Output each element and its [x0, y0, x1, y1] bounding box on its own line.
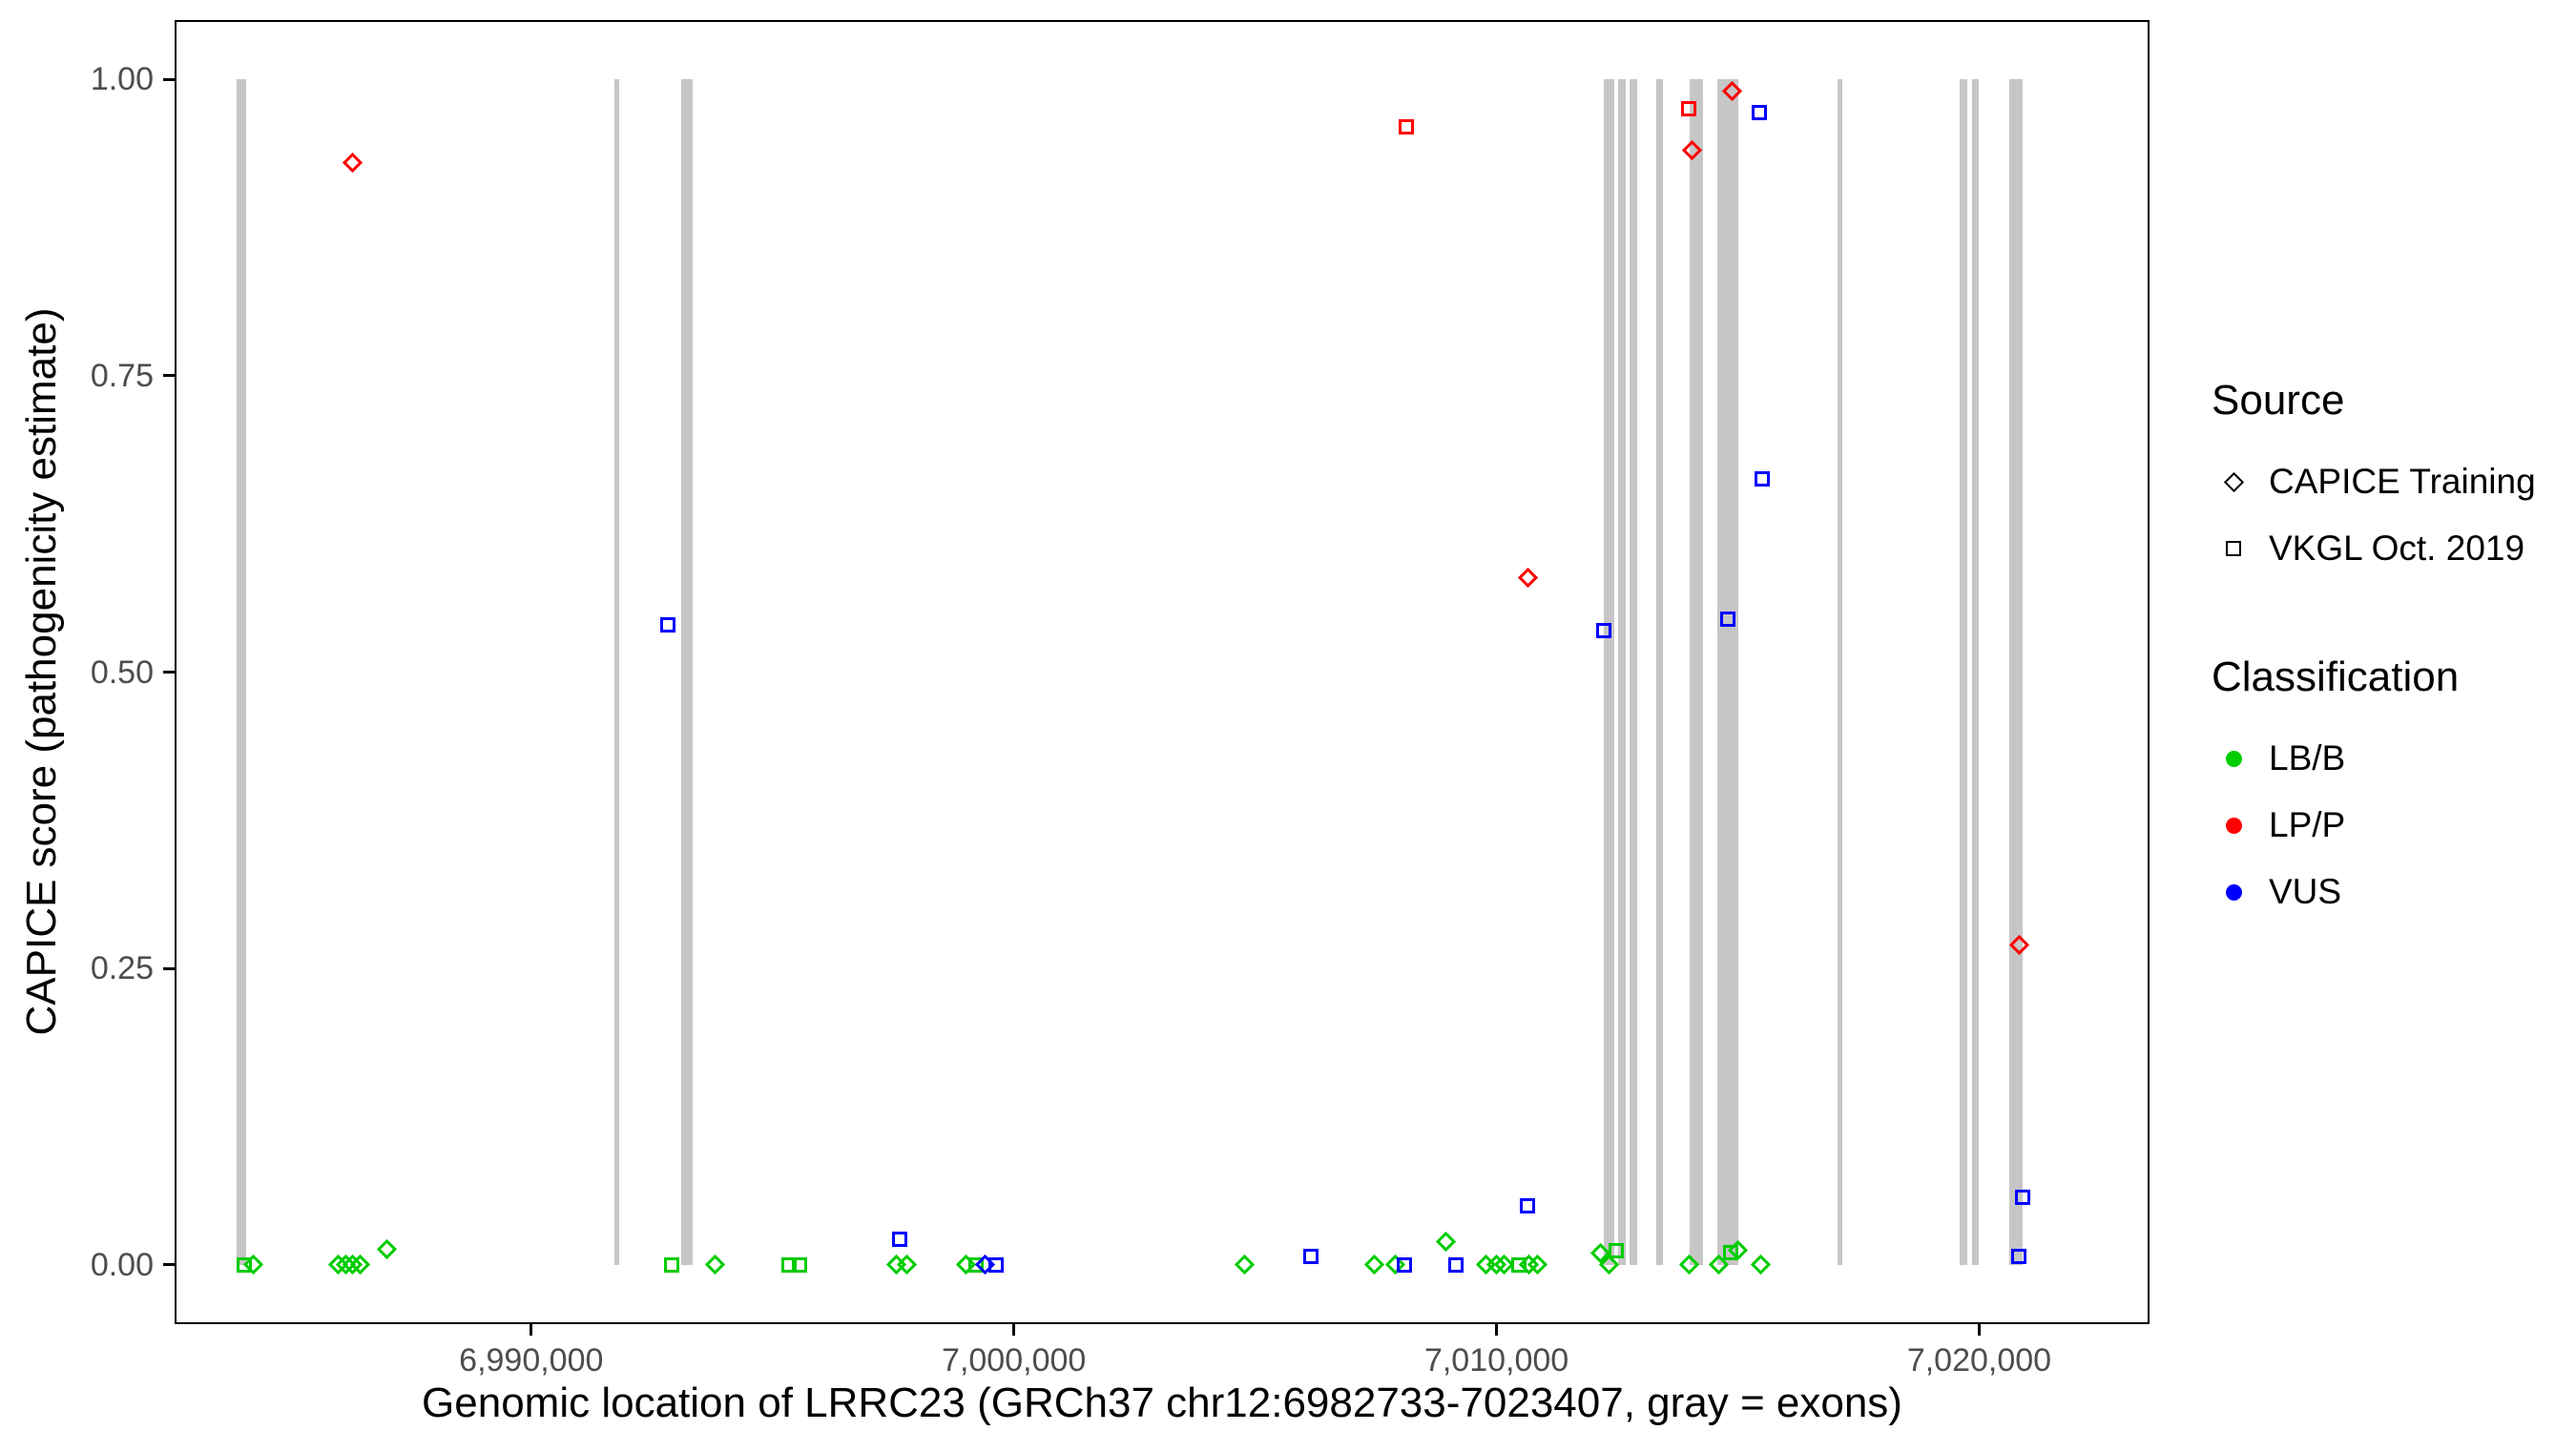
legend-label-lpp: LP/P — [2269, 805, 2346, 844]
data-point — [1722, 1245, 1738, 1261]
y-tick-mark — [163, 1263, 175, 1267]
data-point — [1608, 1242, 1624, 1258]
data-point — [1520, 1197, 1536, 1213]
x-tick-label: 7,020,000 — [1906, 1342, 2052, 1379]
exon-bar — [2008, 79, 2023, 1265]
data-point — [1681, 101, 1697, 117]
data-point — [236, 1256, 252, 1273]
data-point — [704, 1255, 725, 1275]
data-point — [1363, 1255, 1385, 1275]
y-tick-mark — [163, 966, 175, 970]
x-tick-label: 7,010,000 — [1423, 1342, 1569, 1379]
y-tick-label: 0.00 — [90, 1246, 154, 1283]
data-point — [1596, 623, 1612, 638]
y-tick-mark — [163, 374, 175, 378]
y-tick-label: 1.00 — [90, 61, 154, 98]
legend-classification-title: Classification — [2212, 653, 2460, 700]
exon-bar — [1655, 79, 1663, 1265]
legend-key-slot — [2212, 817, 2255, 834]
data-point — [968, 1256, 985, 1273]
exon-bar — [1972, 79, 1980, 1265]
exon-bar — [1617, 79, 1627, 1265]
exon-bar — [236, 79, 247, 1265]
plot-panel — [175, 20, 2150, 1324]
legend-item-vus: VUS — [2212, 859, 2576, 925]
blue-dot-icon — [2225, 883, 2242, 901]
y-axis-title: CAPICE score (pathogenicity estimate) — [18, 307, 65, 1036]
data-point — [663, 1256, 679, 1273]
legend-item-vkgl: VKGL Oct. 2019 — [2212, 515, 2576, 582]
legend-source-title: Source — [2212, 377, 2345, 424]
data-point — [2011, 1249, 2027, 1265]
legend-item-lpp: LP/P — [2212, 792, 2576, 859]
exon-bar — [1629, 79, 1638, 1265]
legend-classification-section: Classification LB/B LP/P VUS — [2212, 656, 2576, 925]
x-tick-label: 7,000,000 — [942, 1342, 1087, 1379]
data-point — [1517, 567, 1539, 588]
y-tick-label: 0.25 — [90, 950, 154, 987]
legend-key-slot — [2212, 541, 2255, 556]
x-tick-label: 6,990,000 — [459, 1342, 604, 1379]
legend-label-vkgl: VKGL Oct. 2019 — [2269, 529, 2525, 568]
data-point — [1511, 1256, 1527, 1273]
red-dot-icon — [2225, 817, 2242, 834]
data-point — [988, 1256, 1005, 1273]
y-tick-label: 0.50 — [90, 653, 154, 691]
legend-item-lbb: LB/B — [2212, 725, 2576, 792]
data-point — [1234, 1255, 1256, 1275]
x-tick-mark — [530, 1324, 533, 1336]
legend: Source CAPICE Training VKGL Oct. 2019 Cl… — [2212, 380, 2576, 925]
data-point — [1719, 611, 1735, 627]
exon-bar — [1838, 79, 1843, 1265]
exon-bar — [1604, 79, 1614, 1265]
x-tick-mark — [1012, 1324, 1016, 1336]
exon-bar — [614, 79, 620, 1265]
data-point — [1398, 118, 1414, 135]
data-point — [343, 152, 364, 173]
x-tick-mark — [1977, 1324, 1981, 1336]
data-point — [1755, 470, 1771, 487]
exon-bar — [1717, 79, 1738, 1265]
y-tick-mark — [163, 671, 175, 674]
exon-bar — [681, 79, 694, 1265]
legend-label-capice-training: CAPICE Training — [2269, 462, 2536, 501]
data-point — [1397, 1256, 1413, 1273]
legend-label-lbb: LB/B — [2269, 738, 2346, 778]
data-point — [1303, 1249, 1319, 1265]
y-tick-mark — [163, 77, 175, 81]
y-tick-label: 0.75 — [90, 357, 154, 394]
legend-key-slot — [2212, 750, 2255, 767]
x-tick-mark — [1495, 1324, 1499, 1336]
green-dot-icon — [2225, 750, 2242, 767]
diamond-icon — [2223, 471, 2244, 492]
data-point — [891, 1231, 907, 1247]
data-point — [1750, 1255, 1771, 1275]
data-point — [792, 1256, 808, 1273]
exon-bar — [1959, 79, 1968, 1265]
legend-key-slot — [2212, 471, 2255, 492]
legend-item-capice-training: CAPICE Training — [2212, 448, 2576, 515]
legend-source-section: Source CAPICE Training VKGL Oct. 2019 — [2212, 380, 2576, 582]
legend-label-vus: VUS — [2269, 872, 2342, 911]
legend-key-slot — [2212, 883, 2255, 901]
data-point — [2015, 1190, 2030, 1206]
data-point — [781, 1256, 798, 1273]
data-point — [1447, 1256, 1464, 1273]
data-point — [376, 1239, 397, 1260]
data-point — [1751, 104, 1767, 120]
data-point — [659, 616, 675, 633]
exon-bar — [1689, 79, 1704, 1265]
x-axis-title: Genomic location of LRRC23 (GRCh37 chr12… — [422, 1379, 1902, 1426]
data-point — [1435, 1231, 1457, 1252]
square-icon — [2226, 541, 2241, 556]
